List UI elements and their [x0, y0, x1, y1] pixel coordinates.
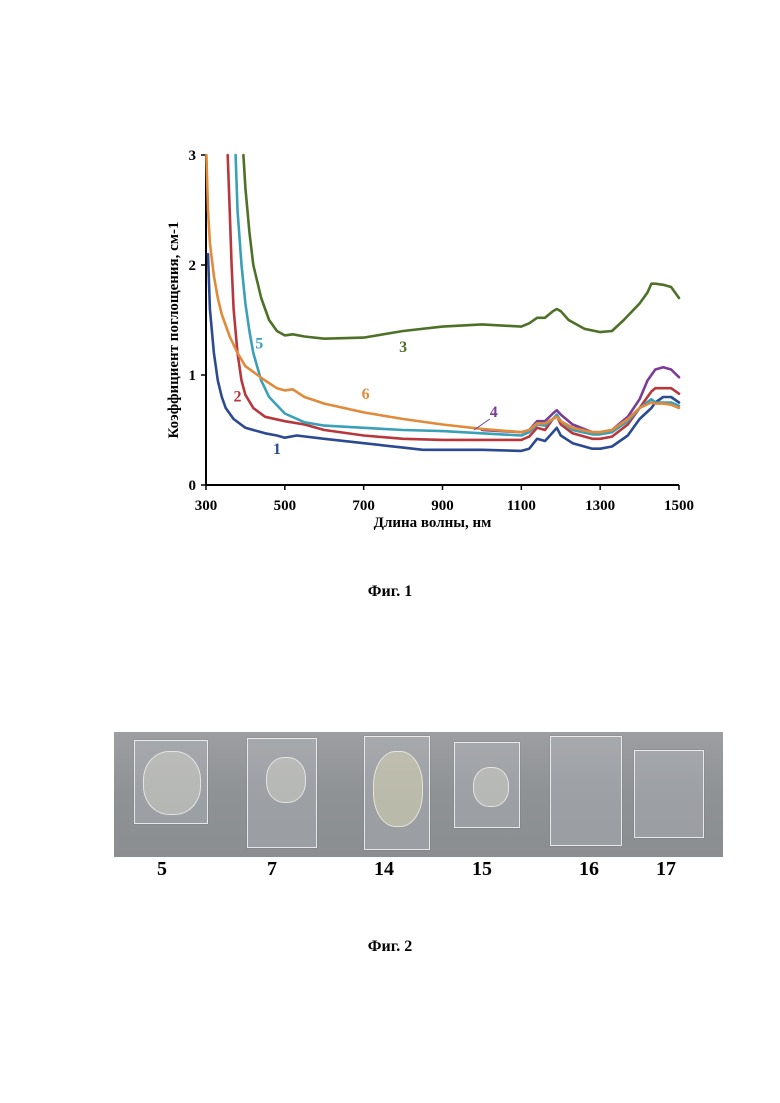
figure-1-caption: Фиг. 1 [0, 583, 780, 601]
sample-slide-7 [247, 738, 317, 848]
x-tick-label: 500 [274, 498, 297, 514]
series-line-2 [228, 155, 679, 440]
x-tick-label: 900 [431, 498, 454, 514]
series-line-3 [243, 155, 679, 339]
sample-label: 14 [359, 858, 409, 881]
sample-label: 17 [641, 858, 691, 881]
series-label-3: 3 [399, 339, 407, 356]
y-tick-label: 3 [189, 148, 197, 164]
y-tick-label: 1 [189, 368, 197, 384]
series-label-2: 2 [234, 388, 242, 405]
absorption-chart: 300 500 700 900 1100 1300 1500 0 1 2 3 Длина волны,… [0, 0, 780, 560]
series-label-1: 1 [273, 441, 281, 458]
sample-label: 15 [457, 858, 507, 881]
sample-photo [114, 732, 723, 857]
x-axis-title: Длина волны, нм [374, 515, 492, 531]
x-tick-label: 700 [352, 498, 375, 514]
sample-slide-15 [454, 742, 520, 828]
y-tick-label: 0 [189, 478, 197, 494]
sample-slide-16 [550, 736, 622, 846]
x-tick-label: 300 [195, 498, 218, 514]
y-axis-title: Коэффициент поглощения, см-1 [166, 221, 182, 438]
series-label-6: 6 [362, 386, 370, 403]
sample-label: 16 [564, 858, 614, 881]
x-tick-label: 1300 [585, 498, 615, 514]
series-line-1 [208, 254, 679, 451]
sample-label: 7 [247, 858, 297, 881]
x-tick-label: 1500 [664, 498, 694, 514]
y-tick-label: 2 [189, 258, 197, 274]
figure-2-caption: Фиг. 2 [0, 938, 780, 956]
series-label-5: 5 [255, 336, 263, 353]
sample-slide-14 [364, 736, 430, 850]
sample-label: 5 [137, 858, 187, 881]
x-tick-label: 1100 [507, 498, 536, 514]
series-line-5 [236, 155, 679, 436]
sample-slide-17 [634, 750, 704, 838]
series-label-4: 4 [490, 404, 498, 421]
sample-slide-5 [134, 740, 208, 824]
series-line-6 [206, 155, 679, 432]
